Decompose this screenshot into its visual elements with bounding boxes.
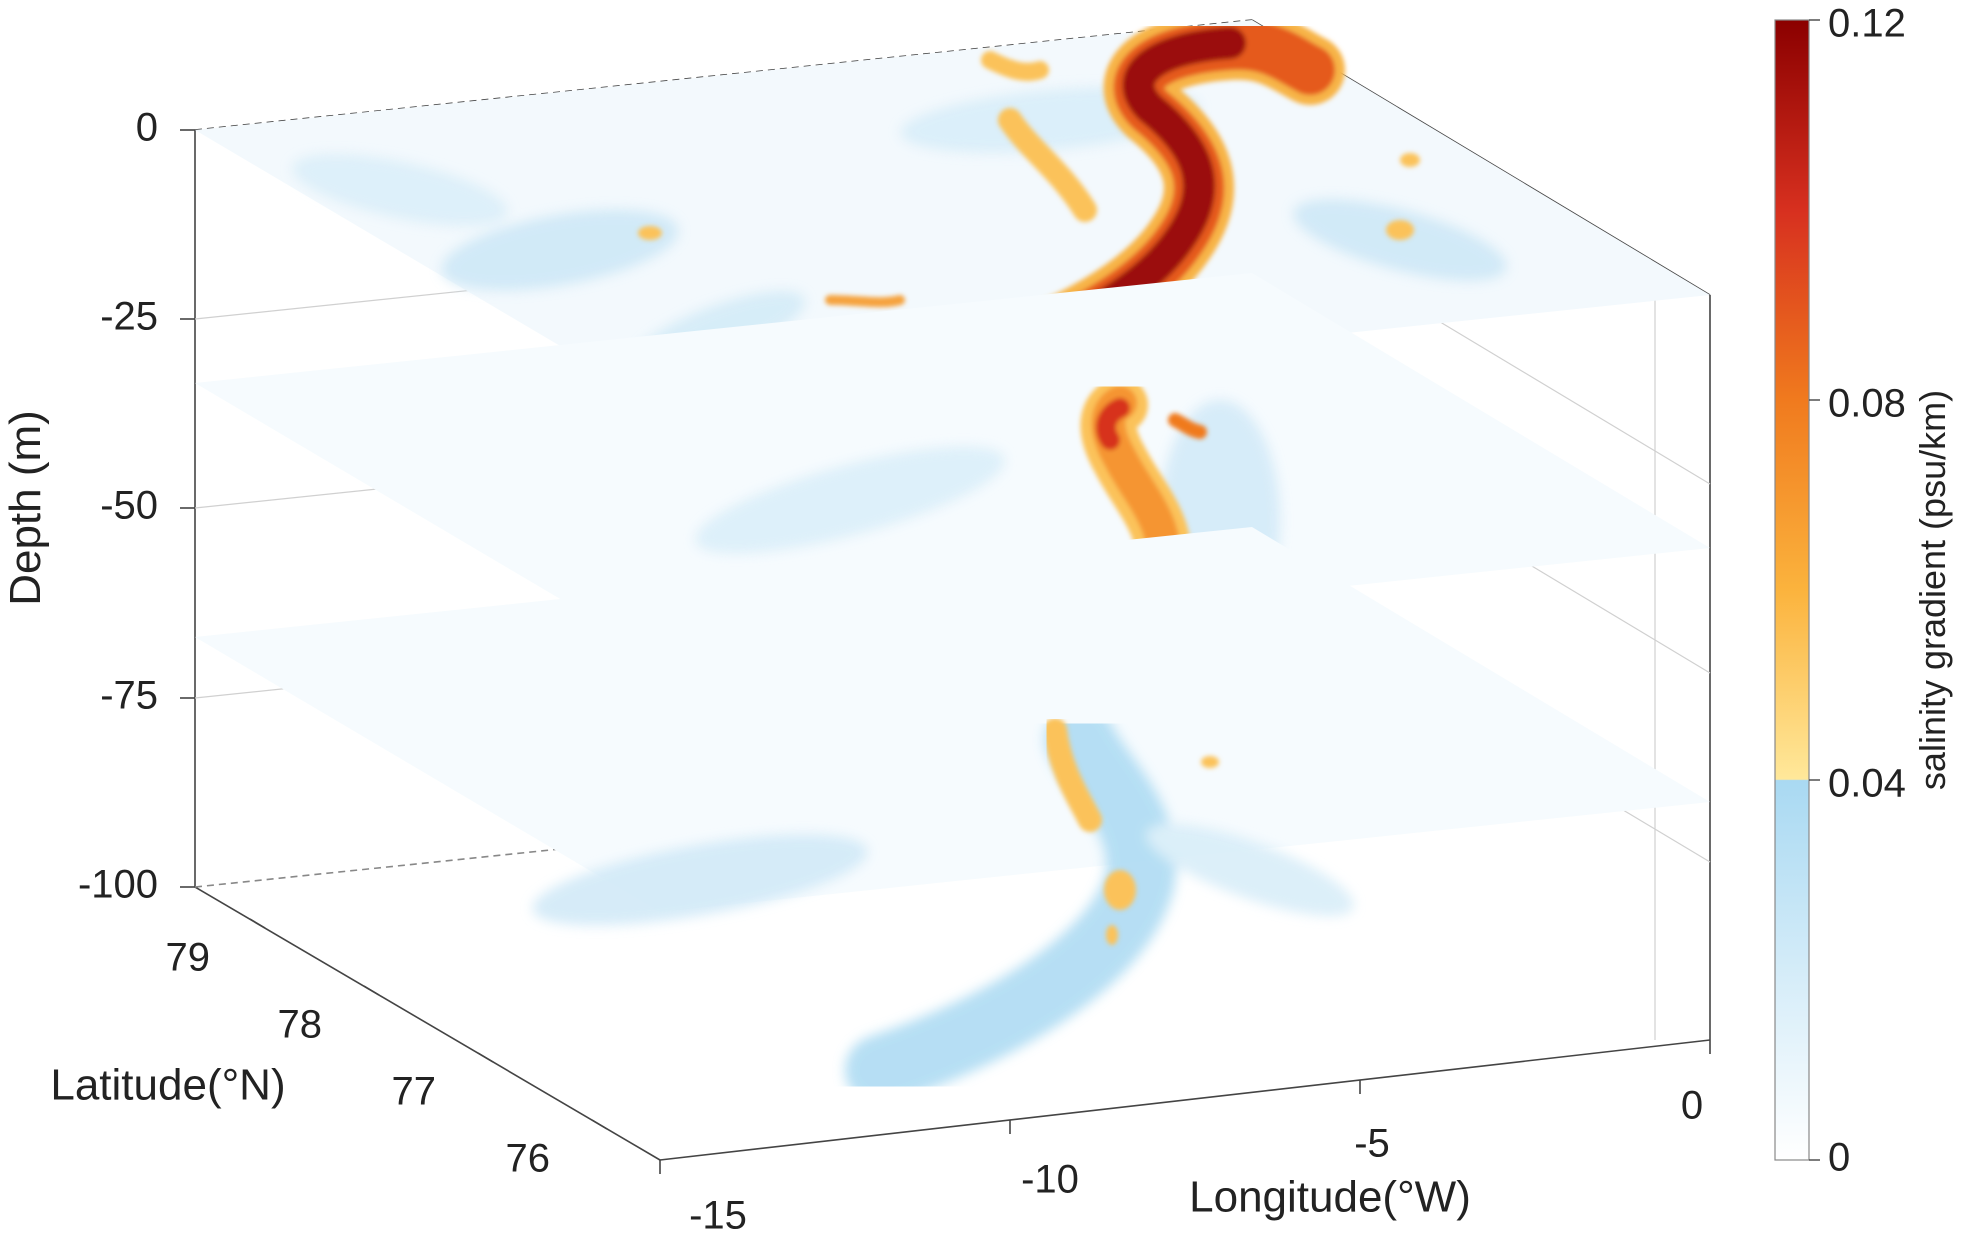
longitude-tick-label: 0 [1681,1084,1703,1128]
latitude-tick-label: 77 [392,1070,437,1114]
latitude-axis-label: Latitude(°N) [50,1061,285,1110]
depth-axis: 0 -25 -50 -75 -100 Depth (m) [1,106,195,907]
latitude-axis: 79 78 77 76 Latitude(°N) [50,918,608,1181]
depth-tick-label: -100 [78,863,158,907]
latitude-tick-label: 79 [166,936,211,980]
longitude-axis: -15 -10 -5 0 Longitude(°W) [659,1040,1711,1238]
longitude-tick-label: -5 [1354,1122,1390,1166]
depth-tick-label: -75 [100,674,158,718]
slice-100m [195,527,1710,1105]
longitude-axis-label: Longitude(°W) [1189,1173,1471,1222]
colorbar-label: salinity gradient (psu/km) [1912,390,1953,790]
latitude-tick-label: 78 [278,1003,323,1047]
depth-tick-label: 0 [136,106,158,150]
longitude-tick-label: -10 [1021,1158,1079,1202]
latitude-tick-label: 76 [506,1137,551,1181]
colorbar-tick-label: 0.04 [1828,762,1906,806]
depth-axis-label: Depth (m) [1,410,50,606]
depth-tick-label: -50 [100,484,158,528]
colorbar-tick-label: 0.12 [1828,2,1906,46]
colorbar: 0.12 0.08 0.04 0 salinity gradient (psu/… [1774,2,1953,1180]
colorbar-tick-label: 0 [1828,1136,1850,1180]
colorbar-tick-label: 0.08 [1828,382,1906,426]
colorbar-scale [1774,19,1810,1161]
depth-tick-label: -25 [100,295,158,339]
longitude-tick-label: -15 [689,1194,747,1238]
